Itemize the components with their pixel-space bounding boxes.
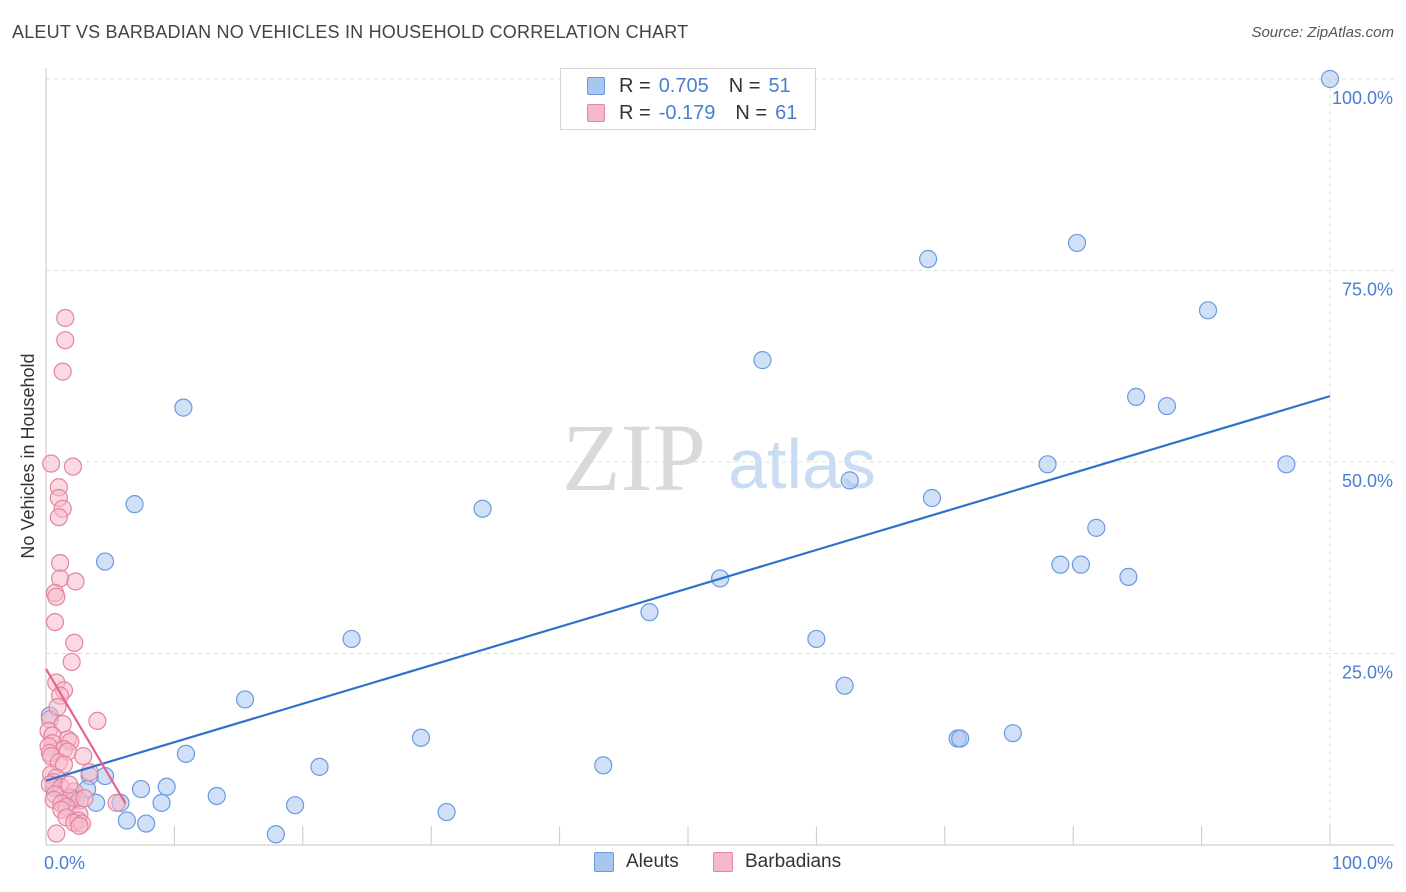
point-barbadians <box>49 508 68 527</box>
point-aleuts <box>951 729 970 748</box>
y-tick-label: 100.0% <box>1332 88 1393 108</box>
point-aleuts <box>176 744 196 763</box>
point-aleuts <box>137 814 156 833</box>
point-aleuts <box>473 499 492 518</box>
series-legend-aleuts[interactable]: Aleuts <box>594 851 679 873</box>
series-label-barbadians: Barbadians <box>745 851 842 872</box>
point-aleuts <box>594 756 613 775</box>
point-barbadians <box>88 711 107 731</box>
watermark: ZIP atlas <box>562 404 876 511</box>
point-aleuts <box>1051 555 1070 574</box>
point-barbadians <box>53 362 72 381</box>
point-aleuts <box>411 728 431 747</box>
point-aleuts <box>95 552 115 571</box>
point-aleuts <box>174 398 193 417</box>
legend-row-barbadians: R = -0.179 N = 61 <box>587 101 797 125</box>
chart-title: ALEUT VS BARBADIAN NO VEHICLES IN HOUSEH… <box>12 22 689 42</box>
point-barbadians <box>63 457 83 476</box>
y-tick-label: 25.0% <box>1342 663 1393 683</box>
point-aleuts <box>1198 301 1218 320</box>
legend-n-label: N = <box>735 101 768 124</box>
point-barbadians <box>45 612 65 632</box>
point-aleuts <box>835 676 854 695</box>
legend-r-label: R = <box>619 74 651 97</box>
point-aleuts <box>235 690 255 709</box>
legend-n-label: N = <box>728 74 761 97</box>
point-aleuts <box>1320 69 1340 89</box>
point-aleuts <box>1119 567 1138 587</box>
point-aleuts <box>207 786 226 806</box>
series-label-aleuts: Aleuts <box>626 851 679 872</box>
legend-r-value: -0.179 <box>658 101 716 124</box>
x-tick-label: 0.0% <box>44 853 85 873</box>
point-aleuts <box>1038 455 1057 474</box>
point-barbadians <box>62 652 81 672</box>
trend-line-barbadians <box>45 668 127 805</box>
point-barbadians <box>48 698 67 717</box>
point-aleuts <box>1157 396 1177 416</box>
point-barbadians <box>56 331 75 350</box>
point-barbadians <box>60 775 79 794</box>
point-barbadians <box>42 454 61 473</box>
y-tick-labels: 25.0% 50.0% 75.0% 100.0% <box>1332 88 1393 683</box>
point-barbadians <box>70 816 89 835</box>
series-legend: Aleuts Barbadians <box>0 851 1406 877</box>
trend-line-aleuts <box>45 395 1331 782</box>
trend-lines <box>45 395 1331 805</box>
point-aleuts <box>919 249 938 269</box>
point-aleuts <box>840 471 859 490</box>
series-swatch-aleuts <box>594 852 614 872</box>
point-barbadians <box>66 572 85 591</box>
point-aleuts <box>1003 724 1022 743</box>
axes <box>45 68 1394 846</box>
legend-row-aleuts: R = 0.705 N = 51 <box>587 74 791 98</box>
point-aleuts <box>922 488 942 508</box>
data-points <box>39 69 1340 844</box>
y-axis-label: No Vehicles in Household <box>18 353 38 558</box>
point-barbadians <box>56 308 75 328</box>
y-tick-label: 50.0% <box>1342 471 1393 491</box>
x-tick-labels: 0.0% 100.0% <box>44 853 1393 873</box>
point-aleuts <box>157 777 176 796</box>
series-swatch-barbadians <box>713 852 733 872</box>
point-barbadians <box>74 747 93 766</box>
point-aleuts <box>640 603 659 622</box>
legend-r-label: R = <box>619 101 651 124</box>
point-aleuts <box>131 779 151 799</box>
source-label: Source: ZipAtlas.com <box>1251 24 1394 41</box>
point-aleuts <box>117 811 136 830</box>
point-aleuts <box>1277 455 1296 474</box>
point-aleuts <box>1127 387 1146 406</box>
point-barbadians <box>65 633 84 652</box>
point-aleuts <box>125 495 144 514</box>
point-aleuts <box>807 629 826 649</box>
legend-r-value: 0.705 <box>658 74 709 97</box>
point-barbadians <box>47 824 66 843</box>
point-aleuts <box>152 793 171 812</box>
legend: R = 0.705 N = 51 R = -0.179 N = 61 <box>560 68 816 130</box>
point-aleuts <box>1067 233 1087 253</box>
point-aleuts <box>753 351 772 370</box>
point-aleuts <box>1087 518 1106 537</box>
point-barbadians <box>75 789 94 808</box>
watermark-zip: ZIP <box>562 404 706 511</box>
point-aleuts <box>285 796 305 815</box>
point-barbadians <box>47 587 66 606</box>
grid-lines <box>46 78 1394 845</box>
legend-n-value: 61 <box>775 101 798 124</box>
point-aleuts <box>310 757 329 776</box>
legend-n-value: 51 <box>768 74 791 97</box>
point-aleuts <box>437 802 456 822</box>
y-tick-label: 75.0% <box>1342 280 1393 300</box>
series-legend-barbadians[interactable]: Barbadians <box>713 851 841 873</box>
point-aleuts <box>342 629 361 649</box>
legend-swatch-aleuts <box>587 77 605 95</box>
legend-swatch-barbadians <box>587 104 605 122</box>
point-barbadians <box>51 554 70 573</box>
point-aleuts <box>266 825 285 844</box>
point-aleuts <box>1071 555 1091 574</box>
watermark-atlas: atlas <box>728 425 876 503</box>
x-tick-label: 100.0% <box>1332 853 1393 873</box>
